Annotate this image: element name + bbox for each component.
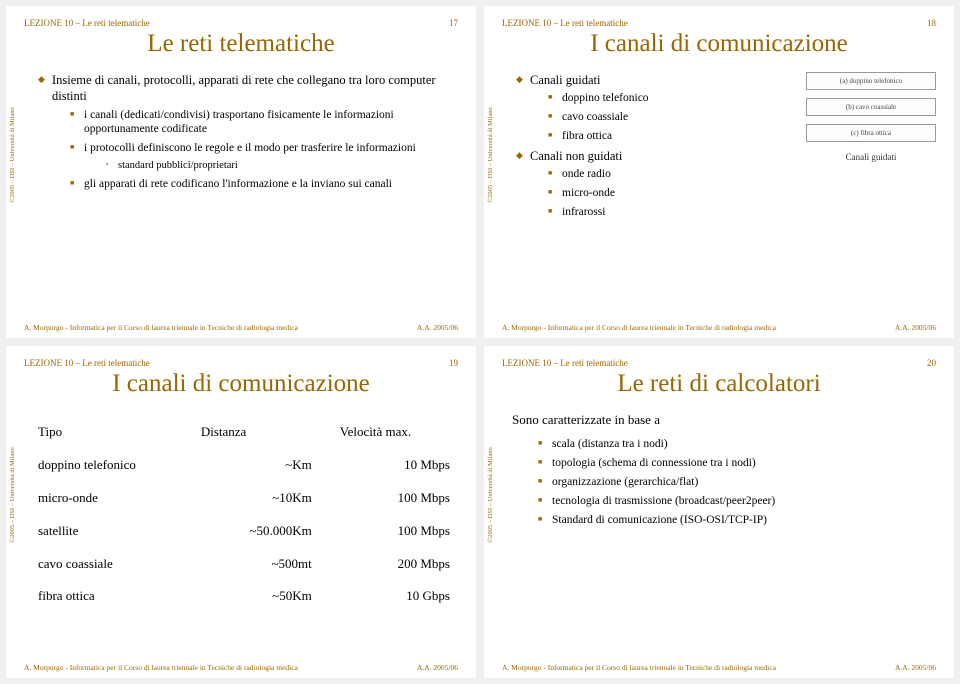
cell-dist: ~50Km: [197, 580, 336, 613]
side-caption: ©2005 – DSI – Università di Milano: [9, 448, 16, 544]
table-row: micro-onde ~10Km 100 Mbps: [34, 482, 458, 515]
th-distanza: Distanza: [197, 416, 336, 449]
table-row: fibra ottica ~50Km 10 Gbps: [34, 580, 458, 613]
sub-bullet: Standard di comunicazione (ISO-OSI/TCP-I…: [538, 513, 936, 528]
footer-right: A.A. 2005/06: [417, 323, 458, 332]
header-left: LEZIONE 10 – Le reti telematiche: [502, 358, 628, 368]
sub-bullet: micro-onde: [548, 186, 798, 201]
slide-number: 18: [927, 18, 936, 28]
th-tipo: Tipo: [34, 416, 197, 449]
sub-bullet: i protocolli definiscono le regole e il …: [70, 141, 458, 173]
sub-bullet: topologia (schema di connessione tra i n…: [538, 456, 936, 471]
slide-body: Insieme di canali, protocolli, apparati …: [24, 72, 458, 319]
footer-right: A.A. 2005/06: [417, 663, 458, 672]
illustration: (a) doppino telefonico (b) cavo coassial…: [806, 72, 936, 319]
footer-right: A.A. 2005/06: [895, 323, 936, 332]
slide-body: Sono caratterizzate in base a scala (dis…: [502, 412, 936, 659]
cell-vel: 100 Mbps: [336, 515, 458, 548]
bullet-text: Canali non guidati: [530, 149, 622, 163]
body-text: Tipo Distanza Velocità max. doppino tele…: [24, 412, 458, 659]
slide-title: I canali di comunicazione: [24, 370, 458, 398]
slide-17: ©2005 – DSI – Università di Milano LEZIO…: [6, 6, 476, 338]
cell-tipo: cavo coassiale: [34, 548, 197, 581]
sub-bullet: scala (distanza tra i nodi): [538, 437, 936, 452]
fig-coassiale: (b) cavo coassiale: [806, 98, 936, 116]
slide-footer: A. Morpurgo - Informatica per il Corso d…: [24, 663, 458, 672]
body-text: Sono caratterizzate in base a scala (dis…: [502, 412, 936, 659]
sub-bullet: organizzazione (gerarchica/flat): [538, 475, 936, 490]
slide-header: LEZIONE 10 – Le reti telematiche 19: [24, 358, 458, 368]
slide-footer: A. Morpurgo - Informatica per il Corso d…: [502, 323, 936, 332]
cell-vel: 200 Mbps: [336, 548, 458, 581]
side-caption: ©2005 – DSI – Università di Milano: [9, 108, 16, 204]
cell-dist: ~Km: [197, 449, 336, 482]
header-left: LEZIONE 10 – Le reti telematiche: [502, 18, 628, 28]
slide-number: 20: [927, 358, 936, 368]
sub-bullet: tecnologia di trasmissione (broadcast/pe…: [538, 494, 936, 509]
slide-body: Canali guidati doppino telefonico cavo c…: [502, 72, 936, 319]
sub-bullet: infrarossi: [548, 205, 798, 220]
footer-left: A. Morpurgo - Informatica per il Corso d…: [502, 323, 776, 332]
footer-left: A. Morpurgo - Informatica per il Corso d…: [24, 323, 298, 332]
cell-tipo: satellite: [34, 515, 197, 548]
subsub-bullet: standard pubblici/proprietari: [106, 159, 458, 173]
fig-fibra: (c) fibra ottica: [806, 124, 936, 142]
slide-title: Le reti telematiche: [24, 30, 458, 58]
bullet: Canali guidati doppino telefonico cavo c…: [516, 72, 798, 144]
slide-title: I canali di comunicazione: [502, 30, 936, 58]
sub-bullet-text: i protocolli definiscono le regole e il …: [84, 142, 416, 154]
th-velocita: Velocità max.: [336, 416, 458, 449]
cell-vel: 100 Mbps: [336, 482, 458, 515]
table-row: cavo coassiale ~500mt 200 Mbps: [34, 548, 458, 581]
slide-header: LEZIONE 10 – Le reti telematiche 18: [502, 18, 936, 28]
sub-bullet: onde radio: [548, 167, 798, 182]
cell-dist: ~10Km: [197, 482, 336, 515]
slide-header: LEZIONE 10 – Le reti telematiche 20: [502, 358, 936, 368]
table-row: satellite ~50.000Km 100 Mbps: [34, 515, 458, 548]
fig-caption: Canali guidati: [806, 152, 936, 162]
sub-bullet: i canali (dedicati/condivisi) trasportan…: [70, 108, 458, 138]
slide-title: Le reti di calcolatori: [502, 370, 936, 398]
cell-vel: 10 Mbps: [336, 449, 458, 482]
table-header-row: Tipo Distanza Velocità max.: [34, 416, 458, 449]
bullet: Canali non guidati onde radio micro-onde…: [516, 148, 798, 220]
slide-18: ©2005 – DSI – Università di Milano LEZIO…: [484, 6, 954, 338]
cell-tipo: fibra ottica: [34, 580, 197, 613]
slide-19: ©2005 – DSI – Università di Milano LEZIO…: [6, 346, 476, 678]
footer-left: A. Morpurgo - Informatica per il Corso d…: [502, 663, 776, 672]
slide-number: 19: [449, 358, 458, 368]
cell-tipo: doppino telefonico: [34, 449, 197, 482]
sub-bullet: fibra ottica: [548, 129, 798, 144]
header-left: LEZIONE 10 – Le reti telematiche: [24, 18, 150, 28]
slide-header: LEZIONE 10 – Le reti telematiche 17: [24, 18, 458, 28]
bullet-text: Insieme di canali, protocolli, apparati …: [52, 73, 436, 103]
bullet: Insieme di canali, protocolli, apparati …: [38, 72, 458, 192]
footer-left: A. Morpurgo - Informatica per il Corso d…: [24, 663, 298, 672]
sub-bullet: cavo coassiale: [548, 110, 798, 125]
footer-right: A.A. 2005/06: [895, 663, 936, 672]
channels-table: Tipo Distanza Velocità max. doppino tele…: [34, 416, 458, 613]
slide-number: 17: [449, 18, 458, 28]
sub-bullet: gli apparati di rete codificano l'inform…: [70, 177, 458, 192]
header-left: LEZIONE 10 – Le reti telematiche: [24, 358, 150, 368]
slide-20: ©2005 – DSI – Università di Milano LEZIO…: [484, 346, 954, 678]
cell-dist: ~50.000Km: [197, 515, 336, 548]
slide-footer: A. Morpurgo - Informatica per il Corso d…: [502, 663, 936, 672]
sub-bullet: doppino telefonico: [548, 91, 798, 106]
slide-footer: A. Morpurgo - Informatica per il Corso d…: [24, 323, 458, 332]
cell-vel: 10 Gbps: [336, 580, 458, 613]
intro-text: Sono caratterizzate in base a: [512, 412, 936, 429]
bullet-text: Canali guidati: [530, 73, 600, 87]
side-caption: ©2005 – DSI – Università di Milano: [487, 448, 494, 544]
fig-doppino: (a) doppino telefonico: [806, 72, 936, 90]
cell-dist: ~500mt: [197, 548, 336, 581]
cell-tipo: micro-onde: [34, 482, 197, 515]
table-row: doppino telefonico ~Km 10 Mbps: [34, 449, 458, 482]
side-caption: ©2005 – DSI – Università di Milano: [487, 108, 494, 204]
body-text: Insieme di canali, protocolli, apparati …: [24, 72, 458, 319]
body-text: Canali guidati doppino telefonico cavo c…: [502, 72, 798, 319]
slide-body: Tipo Distanza Velocità max. doppino tele…: [24, 412, 458, 659]
